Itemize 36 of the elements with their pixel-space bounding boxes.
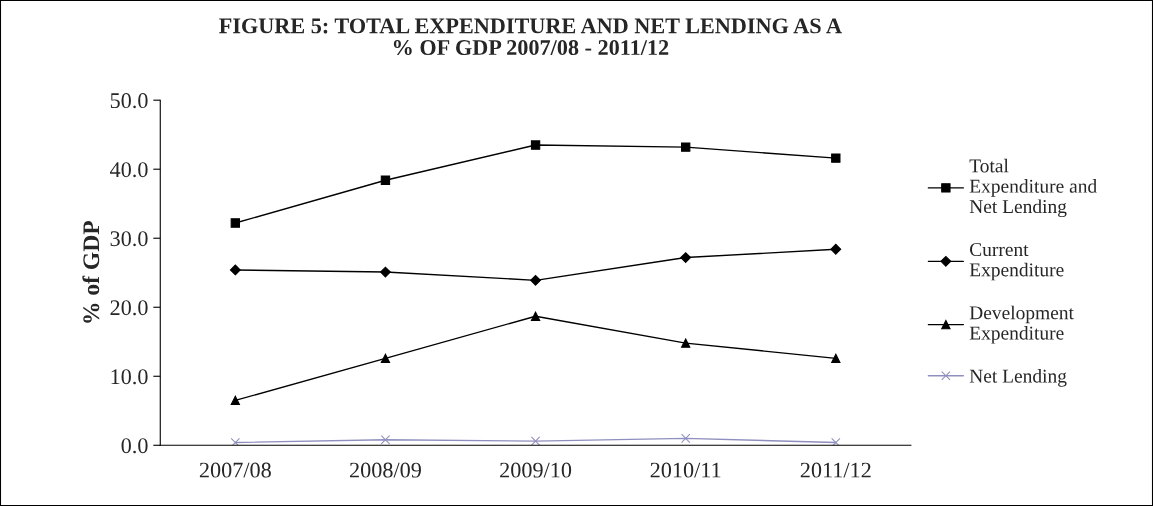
chart-title: FIGURE 5: TOTAL EXPENDITURE AND NET LENDING AS A % OF GDP 2007/08 - 2011/12 [219, 18, 842, 56]
x-tick-label: 2011/12 [800, 462, 871, 478]
y-tick-label: 40.0 [110, 162, 148, 178]
point [530, 274, 541, 286]
y-axis-title: % of GDP [82, 220, 100, 323]
x-tick-label: 2010/11 [650, 462, 721, 478]
x-tick-label: 2009/10 [500, 462, 572, 478]
point [831, 437, 841, 446]
point [380, 266, 391, 278]
point [831, 353, 841, 363]
y-tick-label: 0.0 [121, 438, 148, 454]
point [530, 140, 541, 150]
point [680, 252, 692, 263]
point [380, 435, 391, 445]
y-tick-label: 20.0 [110, 300, 148, 316]
point [229, 264, 241, 276]
point [380, 353, 391, 363]
y-tick-label: 10.0 [111, 369, 148, 385]
point [380, 175, 391, 185]
y-tick-label: 50.0 [110, 93, 148, 109]
x-tick-label: 2008/09 [350, 462, 421, 478]
point [681, 433, 691, 444]
legend-label: Development Expenditure [969, 305, 1074, 344]
point [681, 338, 691, 348]
point [230, 218, 241, 228]
legend-label: Net Lending [969, 369, 1067, 387]
y-tick-label: 30.0 [110, 231, 148, 247]
legend-label: Total Expenditure and Net Lending [969, 158, 1097, 218]
point [681, 142, 691, 152]
point [831, 153, 841, 163]
x-tick-label: 2007/08 [199, 462, 271, 478]
point [230, 395, 241, 406]
legend-label: Current Expenditure [969, 243, 1064, 281]
point [830, 243, 842, 255]
point [530, 436, 541, 446]
point [530, 311, 541, 321]
